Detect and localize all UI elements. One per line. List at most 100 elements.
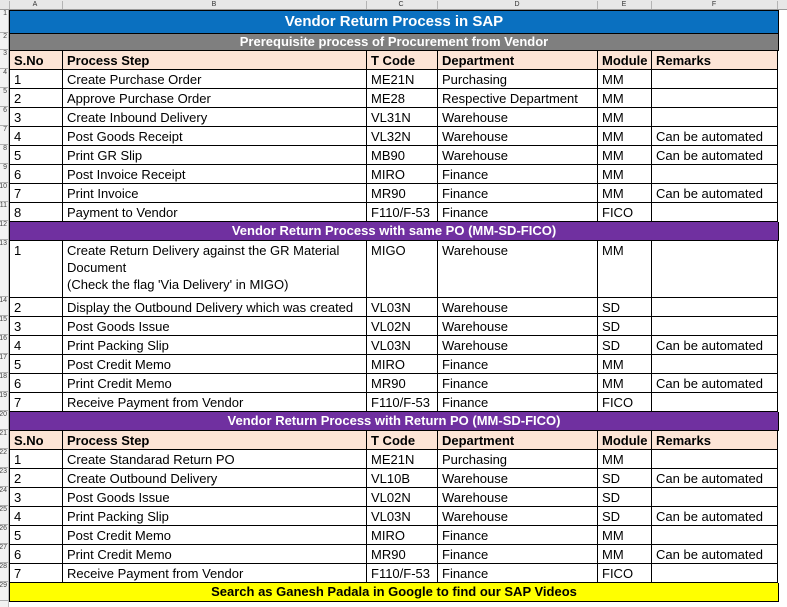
cell[interactable]	[652, 393, 778, 412]
cell[interactable]: VL03N	[367, 336, 438, 355]
cell[interactable]: MM	[598, 146, 652, 165]
row-number[interactable]: 9	[0, 164, 8, 183]
row-number[interactable]: 18	[0, 373, 8, 392]
cell[interactable]: 4	[10, 507, 63, 526]
cell[interactable]: Receive Payment from Vendor	[63, 393, 367, 412]
cell[interactable]: MM	[598, 108, 652, 127]
row-number[interactable]: 17	[0, 354, 8, 373]
cell[interactable]: 4	[10, 336, 63, 355]
cell[interactable]: Can be automated	[652, 127, 778, 146]
column-header-cell[interactable]: Department	[438, 51, 598, 70]
cell[interactable]: Create Standarad Return PO	[63, 450, 367, 469]
cell[interactable]: Payment to Vendor	[63, 203, 367, 222]
cell[interactable]: ME21N	[367, 450, 438, 469]
cell[interactable]	[652, 355, 778, 374]
cell[interactable]: Can be automated	[652, 469, 778, 488]
cell[interactable]: MM	[598, 355, 652, 374]
cell[interactable]: MM	[598, 526, 652, 545]
cell[interactable]: MIRO	[367, 355, 438, 374]
cell[interactable]: Create Outbound Delivery	[63, 469, 367, 488]
row-number[interactable]: 20	[0, 411, 8, 430]
row-number[interactable]: 25	[0, 506, 8, 525]
cell[interactable]: Post Goods Issue	[63, 317, 367, 336]
cell[interactable]: MM	[598, 127, 652, 146]
cell[interactable]: 6	[10, 374, 63, 393]
cell[interactable]: MIRO	[367, 526, 438, 545]
cell[interactable]: Purchasing	[438, 70, 598, 89]
cell[interactable]	[652, 450, 778, 469]
cell[interactable]: 3	[10, 317, 63, 336]
row-number[interactable]	[0, 601, 8, 607]
cell[interactable]: MR90	[367, 184, 438, 203]
cell[interactable]: Can be automated	[652, 146, 778, 165]
cell[interactable]: 1	[10, 70, 63, 89]
cell[interactable]: Finance	[438, 564, 598, 583]
row-number[interactable]: 6	[0, 107, 8, 126]
row-number[interactable]: 2	[0, 33, 8, 50]
cell[interactable]: Post Credit Memo	[63, 526, 367, 545]
row-number[interactable]: 13	[0, 240, 8, 297]
cell[interactable]: Create Return Delivery against the GR Ma…	[63, 241, 367, 298]
row-number[interactable]: 16	[0, 335, 8, 354]
row-number[interactable]: 27	[0, 544, 8, 563]
cell[interactable]: Respective Department	[438, 89, 598, 108]
cell[interactable]: Finance	[438, 393, 598, 412]
cell[interactable]	[652, 298, 778, 317]
section-header-cell[interactable]: Vendor Return Process with same PO (MM-S…	[10, 222, 779, 241]
cell[interactable]: Warehouse	[438, 507, 598, 526]
column-letter[interactable]: A	[32, 1, 38, 8]
cell[interactable]: 1	[10, 241, 63, 298]
column-header-cell[interactable]: S.No	[10, 431, 63, 450]
cell[interactable]: Post Credit Memo	[63, 355, 367, 374]
cell[interactable]: MB90	[367, 146, 438, 165]
cell[interactable]: Can be automated	[652, 507, 778, 526]
cell[interactable]: Warehouse	[438, 469, 598, 488]
cell[interactable]: MM	[598, 70, 652, 89]
row-number[interactable]: 12	[0, 221, 8, 240]
cell[interactable]: SD	[598, 488, 652, 507]
column-header-cell[interactable]: Remarks	[652, 51, 778, 70]
cell[interactable]	[652, 108, 778, 127]
cell[interactable]	[652, 564, 778, 583]
row-number[interactable]: 11	[0, 202, 8, 221]
row-number[interactable]: 15	[0, 316, 8, 335]
cell[interactable]: VL02N	[367, 488, 438, 507]
column-letter[interactable]: D	[514, 1, 520, 8]
cell[interactable]: FICO	[598, 393, 652, 412]
cell[interactable]: 7	[10, 393, 63, 412]
cell[interactable]: 7	[10, 564, 63, 583]
cell[interactable]: MM	[598, 374, 652, 393]
title-cell[interactable]: Vendor Return Process in SAP	[10, 11, 779, 34]
row-number[interactable]: 19	[0, 392, 8, 411]
cell[interactable]: 6	[10, 545, 63, 564]
cell[interactable]: Display the Outbound Delivery which was …	[63, 298, 367, 317]
cell[interactable]: Warehouse	[438, 488, 598, 507]
cell[interactable]: MM	[598, 184, 652, 203]
cell[interactable]: MM	[598, 450, 652, 469]
row-number[interactable]: 10	[0, 183, 8, 202]
cell[interactable]: Print Invoice	[63, 184, 367, 203]
cell[interactable]: 5	[10, 526, 63, 545]
cell[interactable]: 2	[10, 469, 63, 488]
cell[interactable]	[652, 203, 778, 222]
column-letter[interactable]: F	[711, 1, 717, 8]
cell[interactable]: F110/F-53	[367, 564, 438, 583]
cell[interactable]: MIRO	[367, 165, 438, 184]
row-number[interactable]: 1	[0, 10, 8, 33]
cell[interactable]	[652, 70, 778, 89]
cell[interactable]: Warehouse	[438, 146, 598, 165]
column-header-cell[interactable]: Module	[598, 51, 652, 70]
cell[interactable]: 4	[10, 127, 63, 146]
cell[interactable]: 3	[10, 108, 63, 127]
cell[interactable]: SD	[598, 507, 652, 526]
cell[interactable]	[652, 317, 778, 336]
cell[interactable]: MR90	[367, 374, 438, 393]
cell[interactable]: 5	[10, 146, 63, 165]
cell[interactable]: Finance	[438, 165, 598, 184]
row-number[interactable]: 5	[0, 88, 8, 107]
cell[interactable]: Finance	[438, 374, 598, 393]
cell[interactable]: Warehouse	[438, 336, 598, 355]
cell[interactable]: 6	[10, 165, 63, 184]
cell[interactable]: 7	[10, 184, 63, 203]
cell[interactable]: Print Credit Memo	[63, 545, 367, 564]
